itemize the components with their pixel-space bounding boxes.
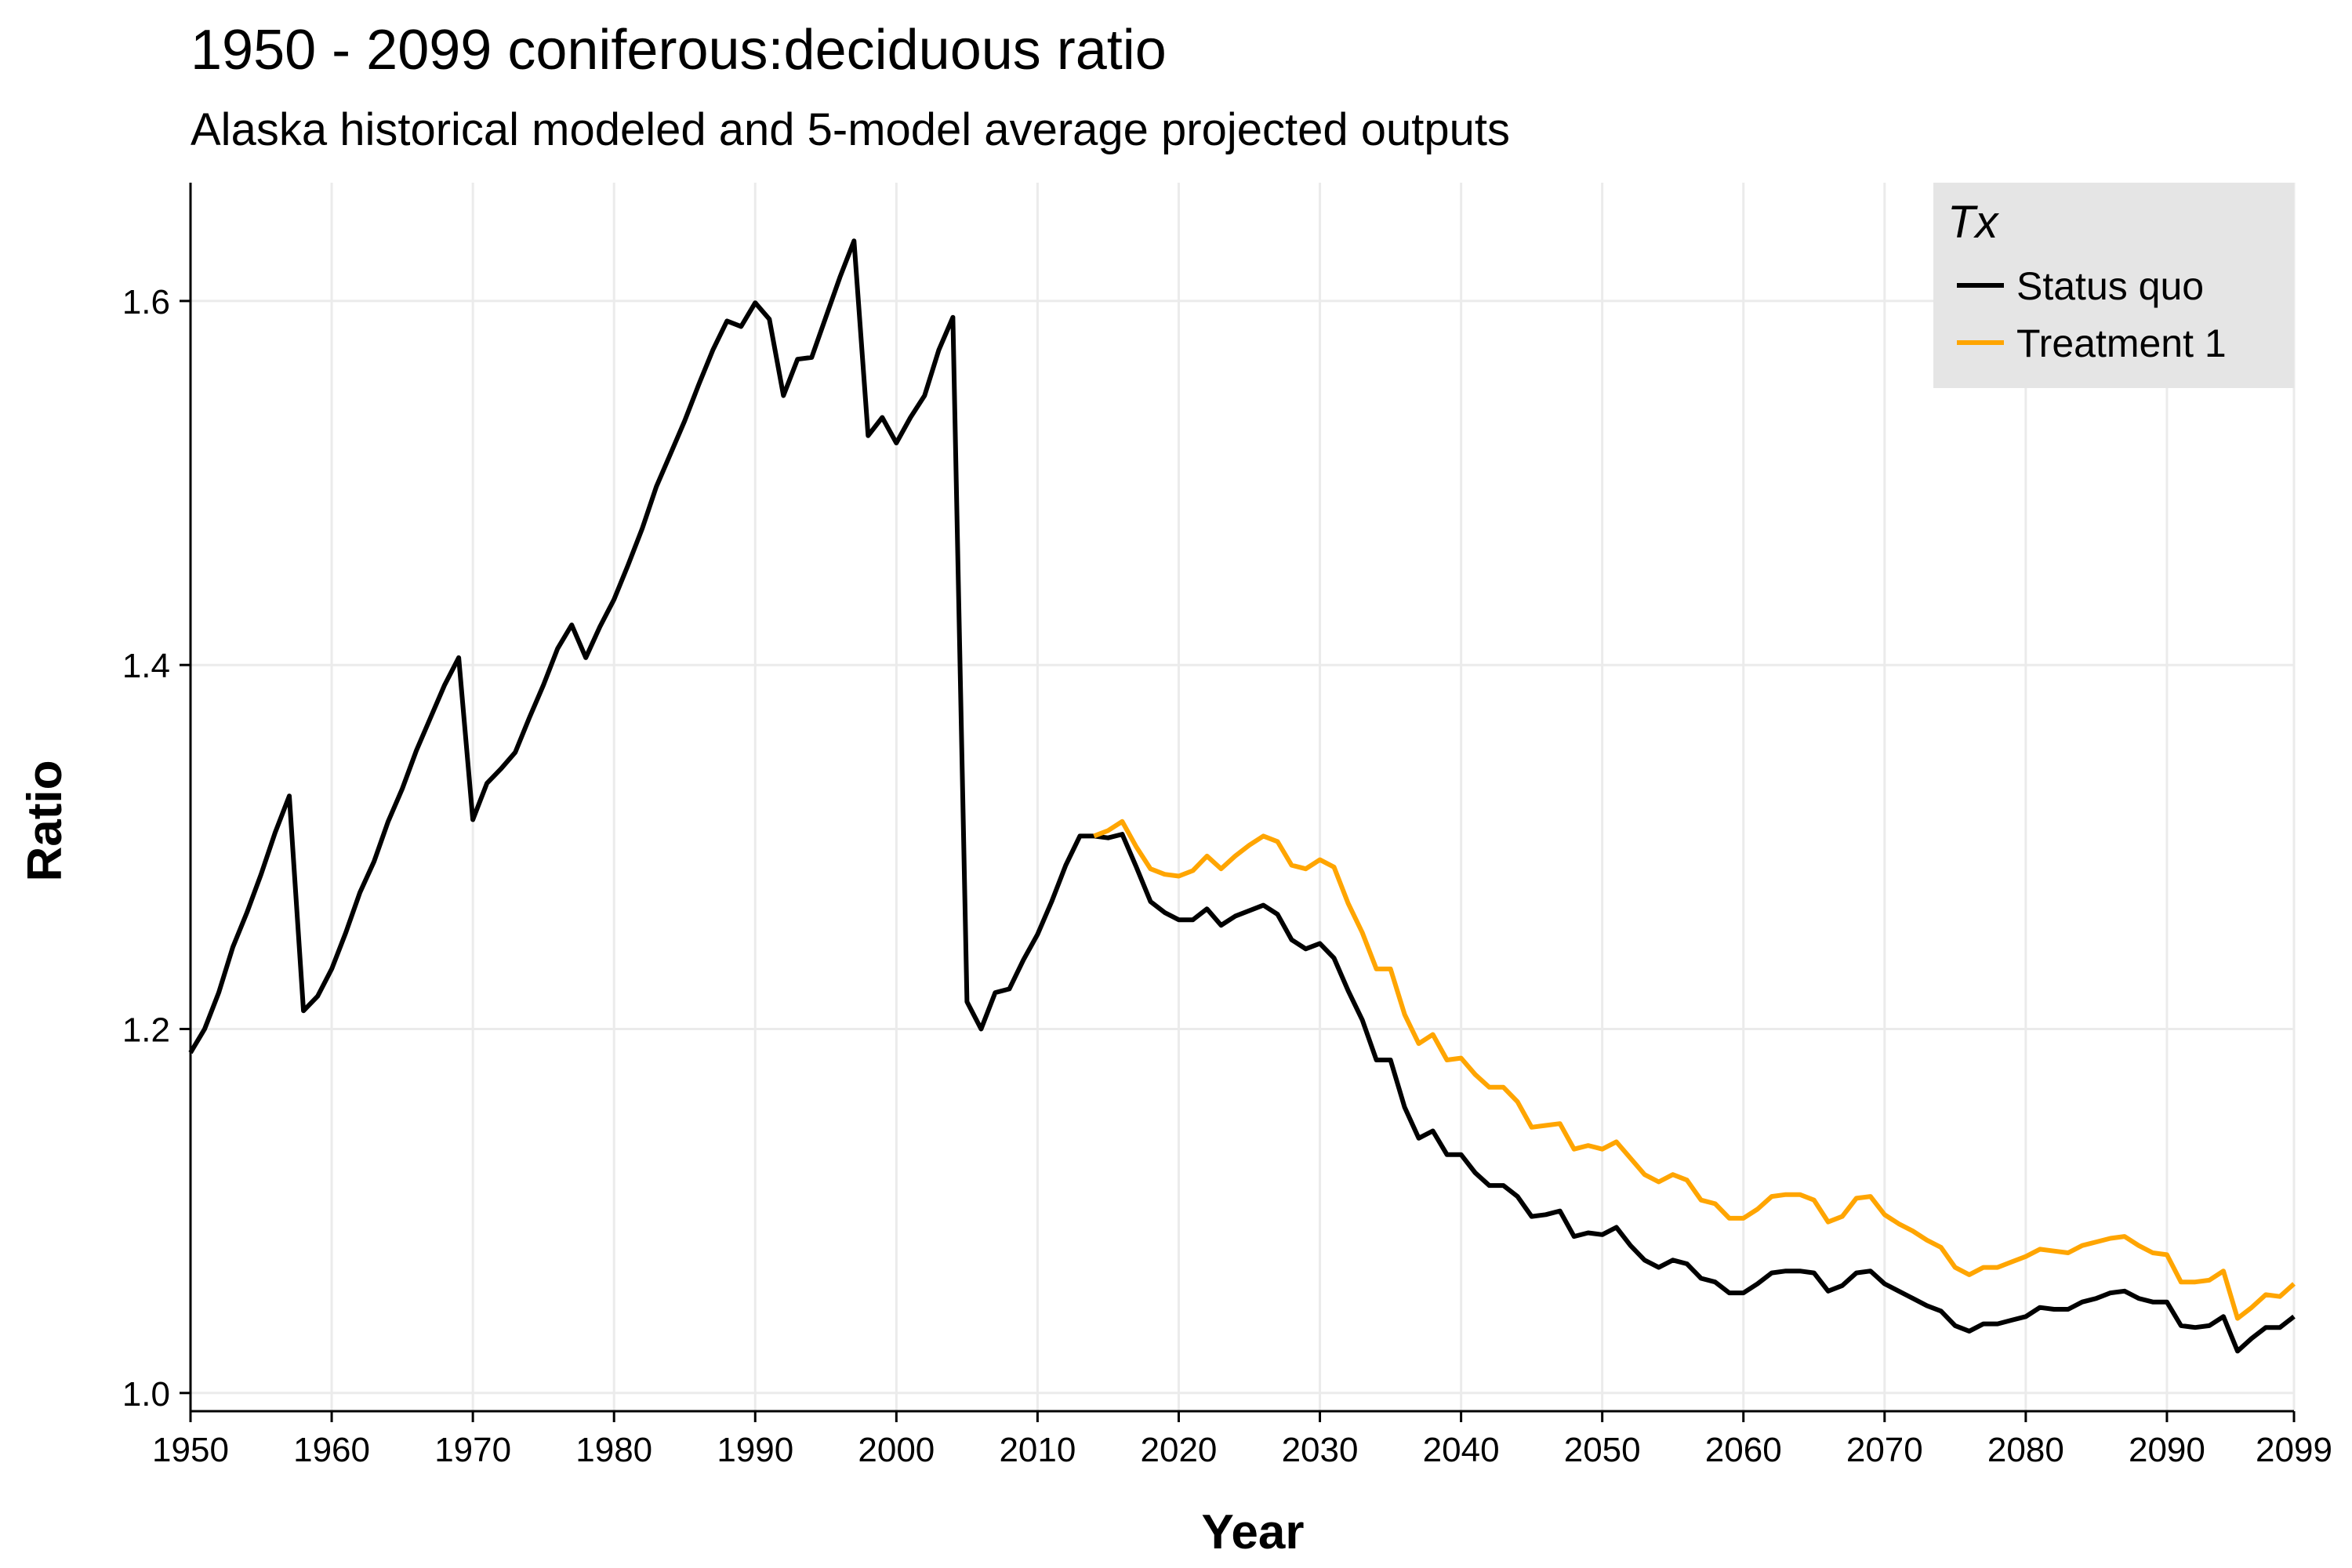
y-tick-label-2: 1.4 [122, 647, 170, 685]
legend-title: Tx [1947, 197, 1999, 248]
x-tick-label-2070: 2070 [1846, 1431, 1923, 1469]
y-axis-ticks: 1.0 1.2 1.4 1.6 [122, 283, 191, 1414]
x-tick-label-1980: 1980 [575, 1431, 652, 1469]
x-tick-label-2000: 2000 [858, 1431, 935, 1469]
x-tick-label-2030: 2030 [1282, 1431, 1359, 1469]
x-axis-title: Year [1201, 1505, 1304, 1559]
legend: Tx Status quo Treatment 1 [1933, 183, 2294, 388]
chart-title: 1950 - 2099 coniferous:deciduous ratio [191, 19, 1167, 82]
grid [189, 183, 2296, 1411]
x-tick-label-2080: 2080 [1987, 1431, 2064, 1469]
x-tick-label-2020: 2020 [1141, 1431, 1218, 1469]
x-tick-label-2010: 2010 [999, 1431, 1076, 1469]
x-tick-label-1950: 1950 [152, 1431, 229, 1469]
x-tick-label-2090: 2090 [2129, 1431, 2205, 1469]
x-tick-label-1990: 1990 [717, 1431, 793, 1469]
y-tick-label-0: 1.0 [122, 1375, 170, 1414]
chart-subtitle: Alaska historical modeled and 5-model av… [191, 104, 1510, 155]
axes [189, 183, 2294, 1413]
series-lines [188, 238, 2296, 1354]
x-tick-label-2040: 2040 [1423, 1431, 1500, 1469]
x-tick-label-2050: 2050 [1564, 1431, 1641, 1469]
x-tick-label-1970: 1970 [434, 1431, 511, 1469]
series-line-treatment-1 [1093, 818, 2296, 1321]
series-line-status-quo [188, 238, 2296, 1354]
legend-label-status-quo: Status quo [2016, 264, 2204, 308]
x-tick-label-2060: 2060 [1705, 1431, 1782, 1469]
x-axis-ticks: 1950 1960 1970 1980 1990 2000 2010 2020 2030 2040… [152, 1411, 2332, 1469]
y-tick-label-3: 1.6 [122, 283, 170, 321]
y-tick-label-1: 1.2 [122, 1011, 170, 1049]
x-tick-label-2099: 2099 [2256, 1431, 2332, 1469]
legend-label-treatment-1: Treatment 1 [2016, 321, 2227, 365]
y-axis-title: Ratio [18, 760, 72, 882]
x-tick-label-1960: 1960 [293, 1431, 370, 1469]
